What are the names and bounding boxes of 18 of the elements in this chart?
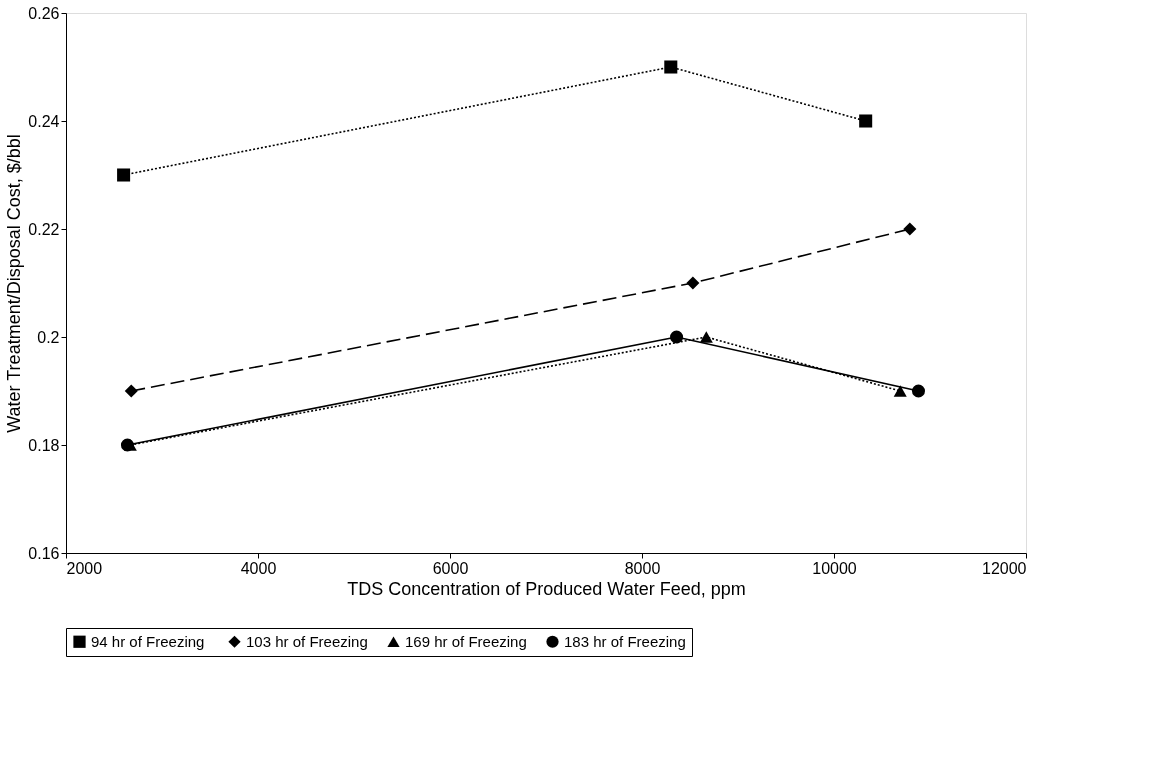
y-axis-title: Water Treatment/Disposal Cost, $/bbl xyxy=(4,134,25,433)
x-tick-label: 10000 xyxy=(812,559,857,577)
x-axis-title: TDS Concentration of Produced Water Feed, ppm xyxy=(347,578,746,599)
y-tick-label: 0.26 xyxy=(28,4,60,22)
legend-label: 183 hr of Freezing xyxy=(564,632,686,650)
x-tick-label: 12000 xyxy=(982,559,1027,577)
legend-label: 94 hr of Freezing xyxy=(91,632,205,650)
y-tick-label: 0.2 xyxy=(37,328,60,346)
y-tick-label: 0.18 xyxy=(28,436,60,454)
y-tick-label: 0.24 xyxy=(28,112,60,130)
legend-label: 103 hr of Freezing xyxy=(246,632,368,650)
x-tick-label: 4000 xyxy=(240,559,277,577)
legend-label: 169 hr of Freezing xyxy=(405,632,527,650)
x-tick-label: 2000 xyxy=(66,559,103,577)
y-tick-label: 0.22 xyxy=(28,220,60,238)
x-tick-label: 6000 xyxy=(432,559,469,577)
y-tick-label: 0.16 xyxy=(28,544,60,562)
x-tick-label: 8000 xyxy=(624,559,661,577)
